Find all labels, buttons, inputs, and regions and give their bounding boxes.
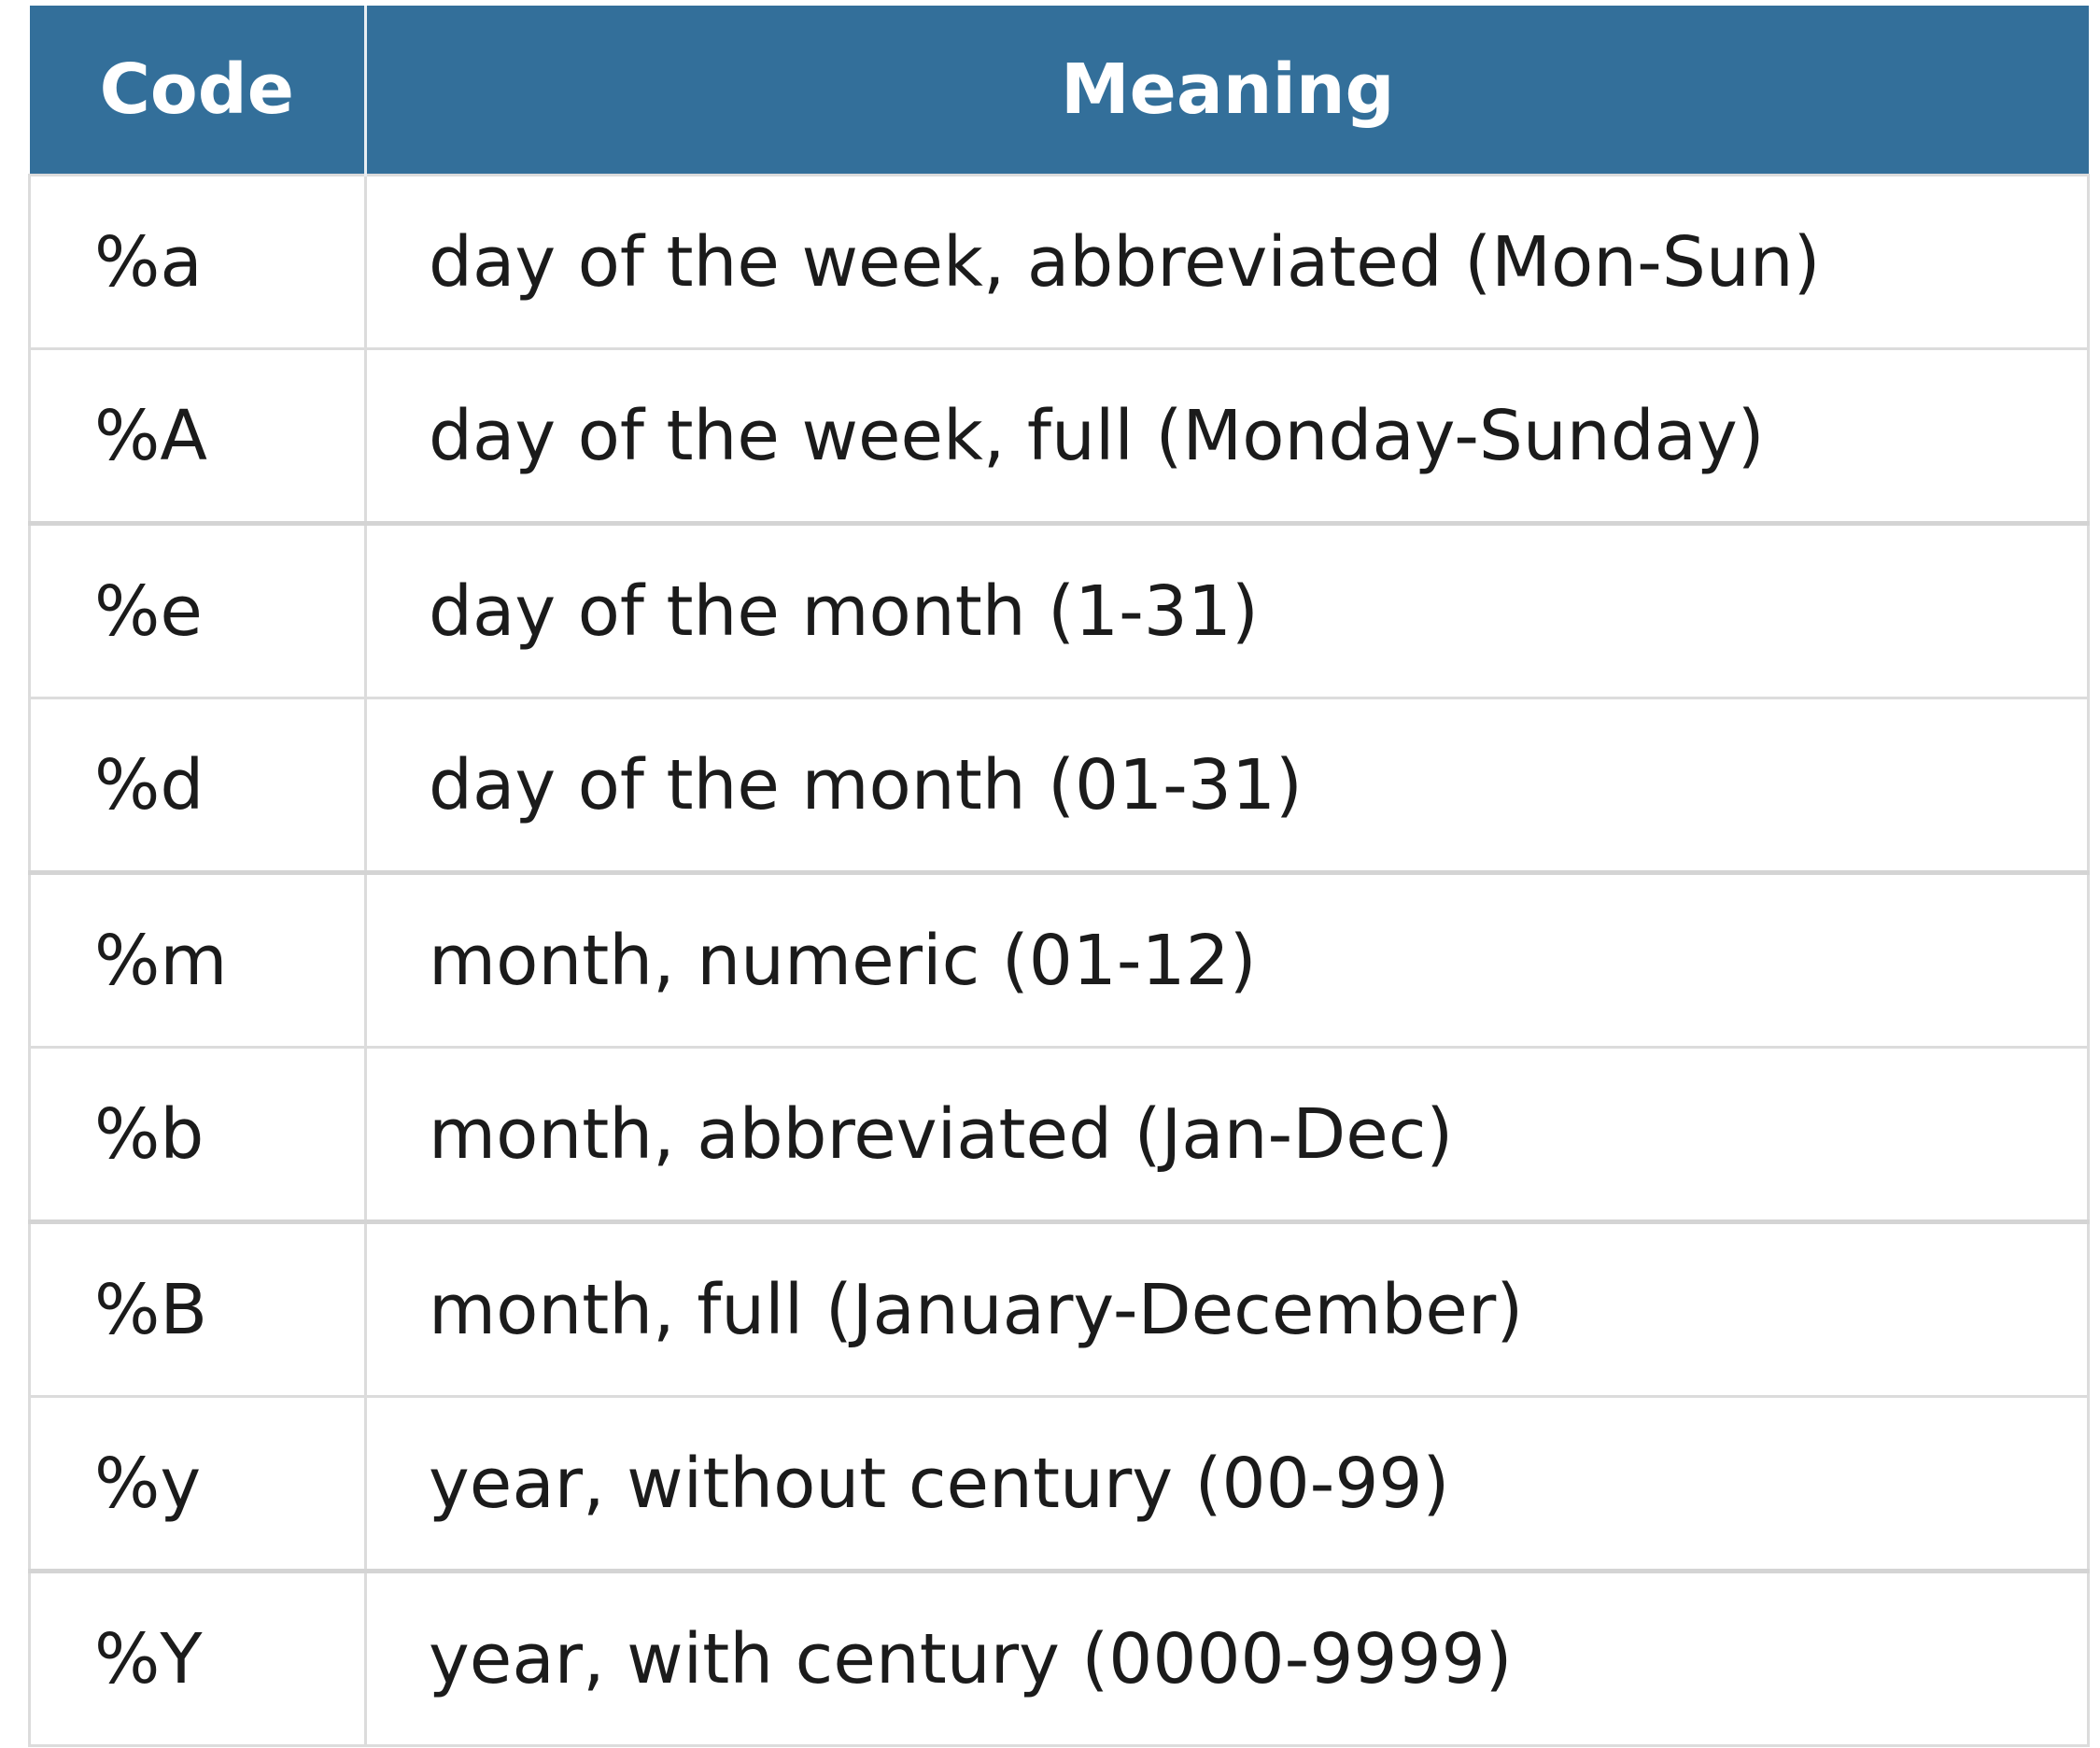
- column-header-code: Code: [29, 6, 367, 176]
- code-cell: %e: [28, 522, 367, 699]
- table-row: %m month, numeric (01-12): [28, 871, 2090, 1049]
- table-row: %e day of the month (1-31): [28, 522, 2090, 699]
- table-row: %B month, full (January-December): [28, 1220, 2090, 1398]
- meaning-cell: month, numeric (01-12): [364, 871, 2090, 1049]
- table-row: %b month, abbreviated (Jan-Dec): [28, 1046, 2090, 1224]
- code-cell: %a: [28, 174, 367, 350]
- table-header: Code Meaning: [29, 6, 2089, 176]
- column-header-meaning: Meaning: [365, 6, 2089, 176]
- table-row: %Y year, with century (0000-9999): [28, 1570, 2090, 1747]
- meaning-cell: day of the week, abbreviated (Mon-Sun): [364, 174, 2090, 350]
- meaning-cell: month, full (January-December): [364, 1220, 2090, 1398]
- table-row: %a day of the week, abbreviated (Mon-Sun…: [28, 174, 2090, 350]
- code-cell: %B: [28, 1220, 367, 1398]
- code-cell: %A: [28, 347, 367, 526]
- meaning-cell: year, without century (00-99): [364, 1395, 2090, 1573]
- meaning-cell: day of the week, full (Monday-Sunday): [364, 347, 2090, 526]
- code-cell: %b: [28, 1046, 367, 1224]
- table-row: %y year, without century (00-99): [28, 1395, 2090, 1573]
- meaning-cell: day of the month (1-31): [364, 522, 2090, 699]
- date-format-codes-table: Code Meaning %a day of the week, abbrevi…: [28, 6, 2090, 1747]
- meaning-cell: month, abbreviated (Jan-Dec): [364, 1046, 2090, 1224]
- meaning-cell: year, with century (0000-9999): [364, 1570, 2090, 1747]
- table-row: %A day of the week, full (Monday-Sunday): [28, 347, 2090, 526]
- table-body: %a day of the week, abbreviated (Mon-Sun…: [28, 174, 2090, 1747]
- code-cell: %y: [28, 1395, 367, 1573]
- meaning-cell: day of the month (01-31): [364, 697, 2090, 875]
- header-row: Code Meaning: [29, 6, 2089, 176]
- code-cell: %d: [28, 697, 367, 875]
- date-format-table-container: Code Meaning %a day of the week, abbrevi…: [28, 6, 2090, 1747]
- code-cell: %m: [28, 871, 367, 1049]
- code-cell: %Y: [28, 1570, 367, 1747]
- table-row: %d day of the month (01-31): [28, 697, 2090, 875]
